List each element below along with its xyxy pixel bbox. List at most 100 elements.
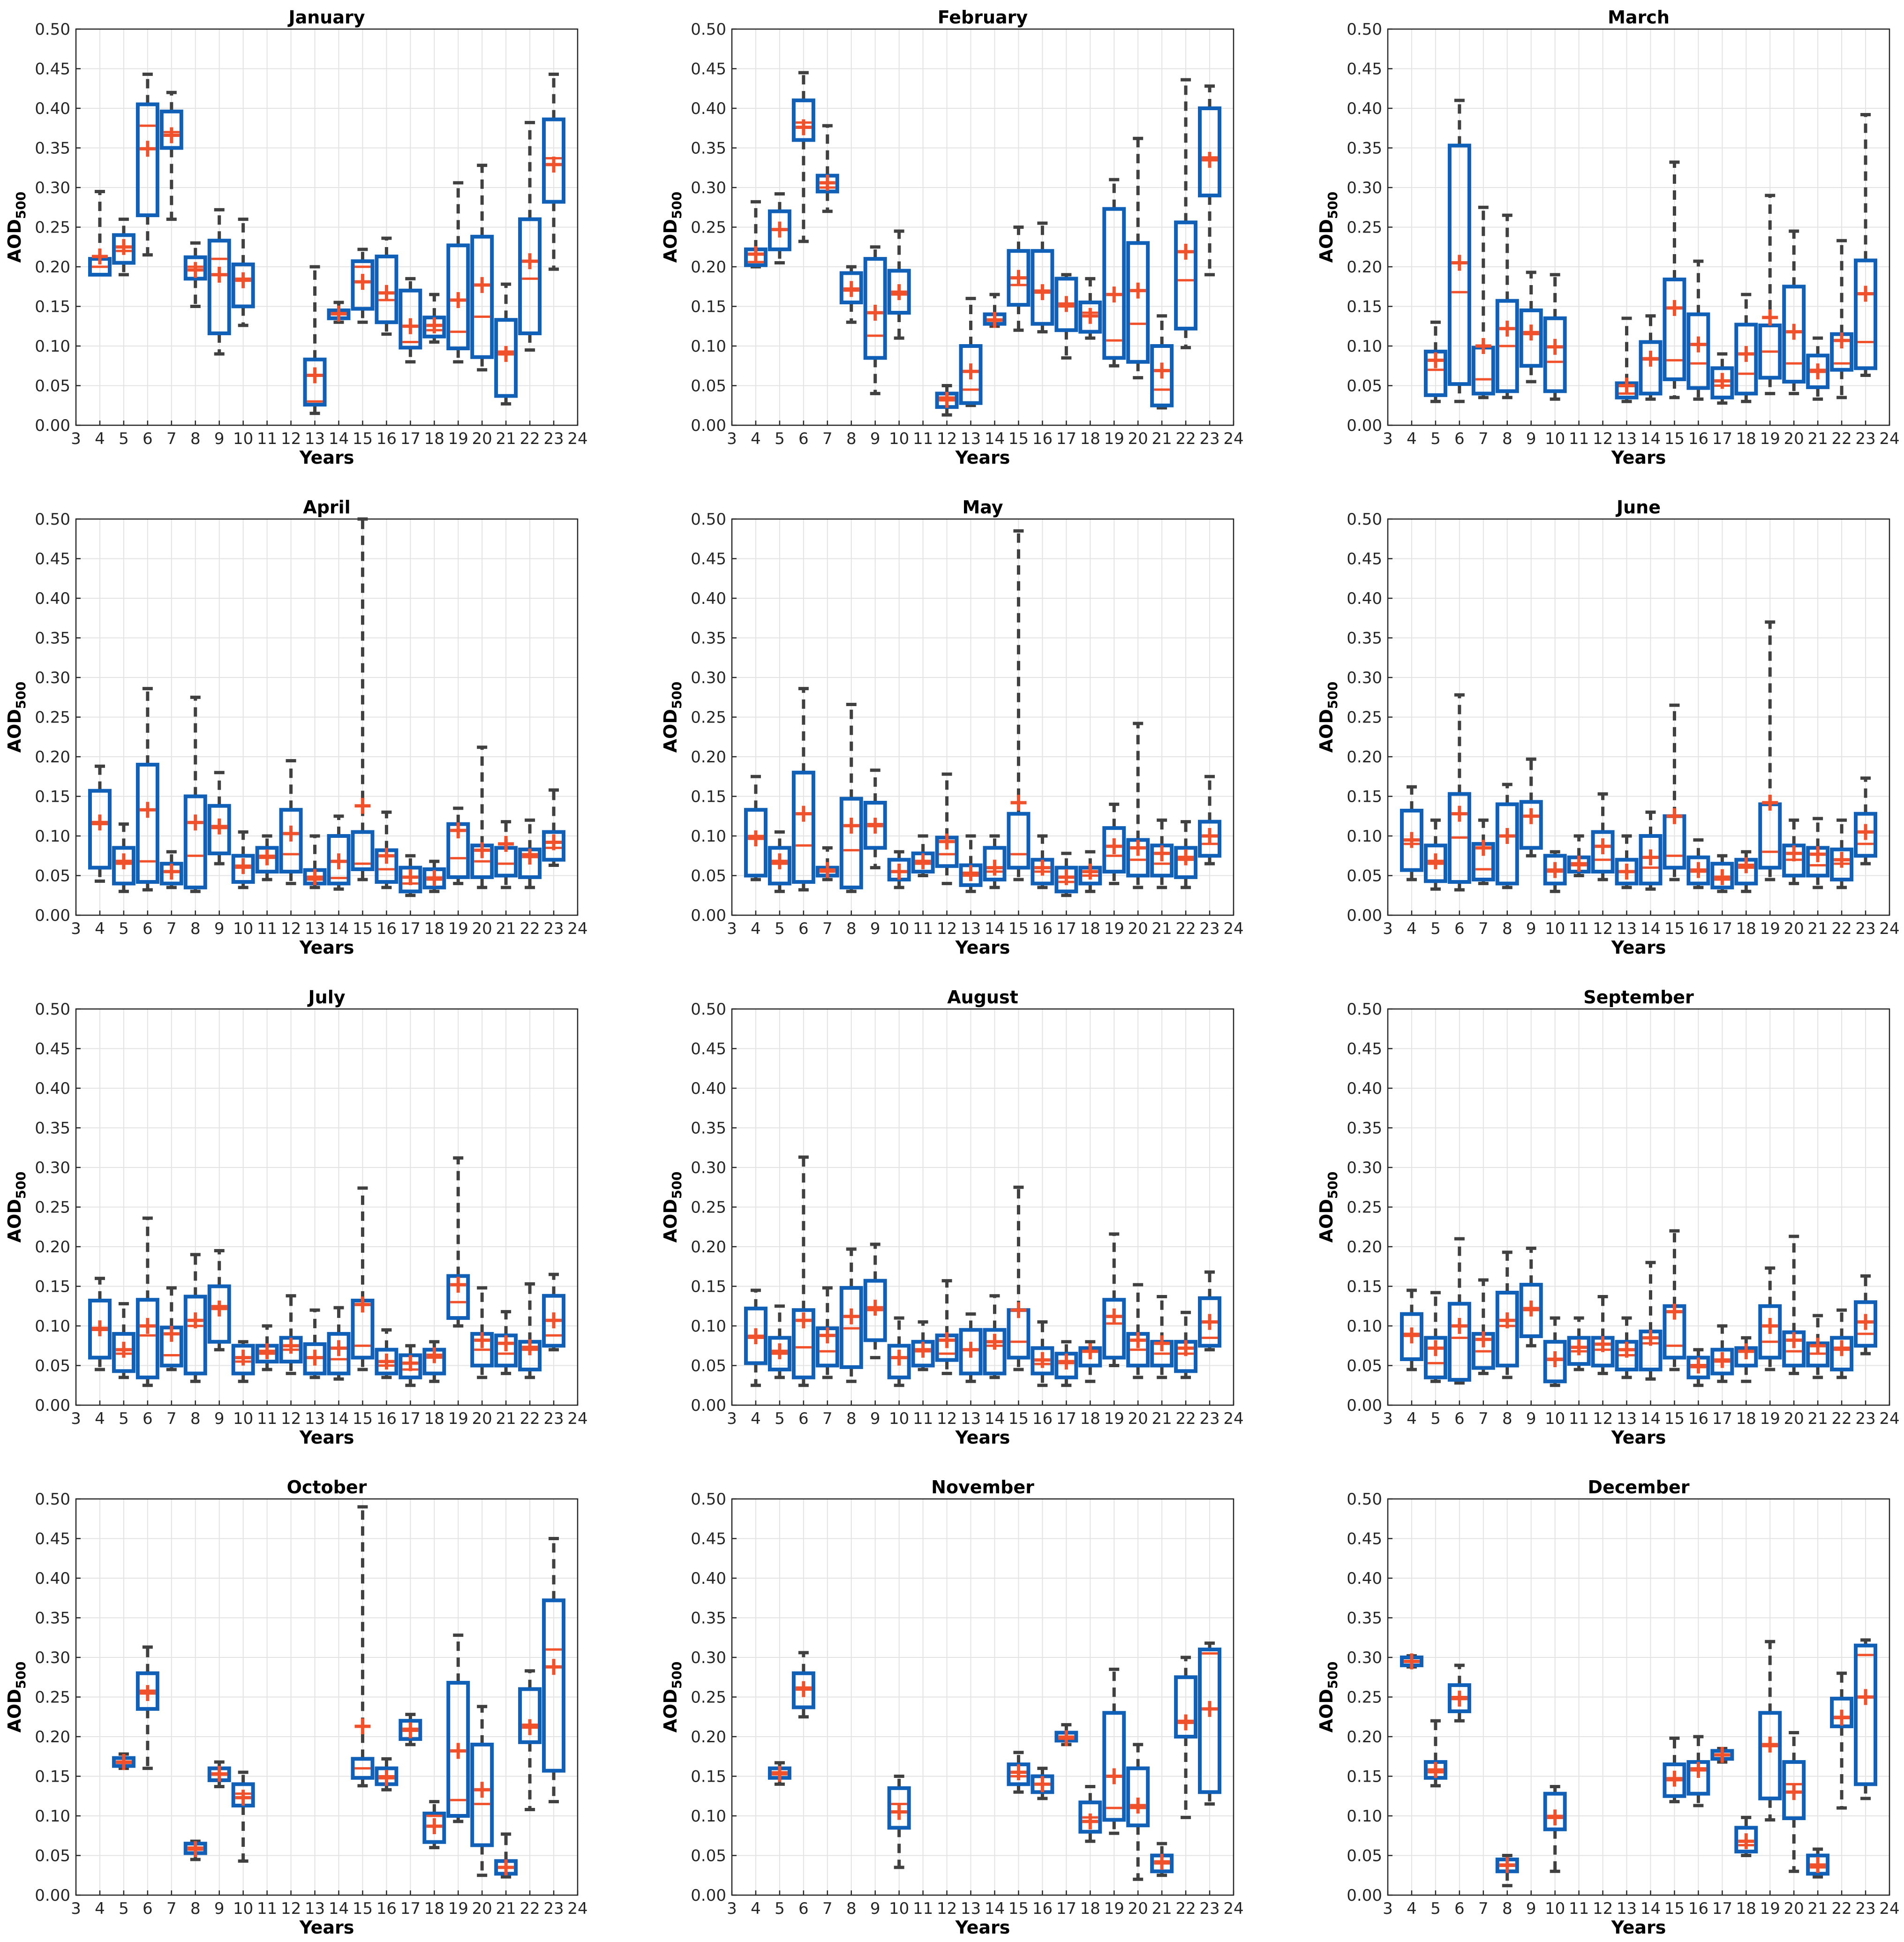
box-year-23 (542, 1272, 566, 1352)
x-tick-label: 4 (751, 1899, 761, 1918)
box-year-12 (279, 1294, 303, 1375)
box-year-8 (183, 1839, 207, 1861)
x-tick-label: 23 (543, 919, 564, 938)
box-year-15 (1663, 1736, 1686, 1804)
box-year-15 (1007, 1185, 1031, 1371)
box-year-14 (1639, 1261, 1663, 1381)
x-tick-label: 16 (376, 1409, 397, 1428)
x-tick-label: 24 (1879, 919, 1899, 938)
box-year-6 (135, 1216, 159, 1387)
x-tick-label: 3 (71, 919, 81, 938)
gridlines (731, 1009, 1234, 1406)
box-year-20 (1782, 229, 1806, 395)
y-axis-label: AOD500 (1316, 682, 1340, 753)
iqr-box (1423, 349, 1447, 397)
y-tick-label: 0.20 (35, 258, 70, 277)
iqr-box (1567, 1336, 1591, 1366)
box-year-18 (422, 1800, 446, 1850)
y-tick-label: 0.25 (691, 1688, 726, 1707)
y-tick-label: 0.35 (691, 629, 726, 648)
iqr-box (839, 797, 863, 889)
x-tick-label: 5 (775, 1899, 785, 1918)
y-tick-label: 0.00 (1347, 1886, 1382, 1905)
x-tick-label: 6 (143, 1899, 153, 1918)
y-tick-label: 0.30 (35, 1159, 70, 1177)
x-tick-label: 8 (846, 919, 857, 938)
y-tick-label: 0.25 (691, 218, 726, 237)
chart-panel-may: 3 4 5 6 7 8 9 10 11 12 13 14 15 16 17 18 19 20 21 22 23 24 0.0… (660, 497, 1244, 958)
box-year-14 (1639, 810, 1663, 891)
x-tick-label: 17 (1712, 1899, 1732, 1918)
x-tick-label: 5 (1430, 1409, 1441, 1428)
box-year-11 (1567, 1316, 1591, 1371)
x-tick-label: 4 (95, 919, 105, 938)
x-tick-label: 9 (214, 1409, 225, 1428)
x-tick-label: 9 (1526, 429, 1536, 448)
x-tick-label: 12 (937, 429, 957, 448)
x-tick-label: 5 (119, 1409, 129, 1428)
x-tick-label: 19 (1104, 429, 1124, 448)
x-tick-label: 14 (329, 919, 349, 938)
box-year-23 (1854, 1638, 1878, 1800)
x-tick-label: 19 (1104, 1409, 1124, 1428)
box-year-5 (1423, 1719, 1447, 1788)
y-axis-label: AOD500 (660, 192, 685, 263)
box-year-14 (327, 814, 351, 891)
x-tick-label: 18 (1736, 429, 1756, 448)
y-tick-label: 0.30 (35, 179, 70, 197)
x-tick-label: 6 (143, 1409, 153, 1428)
gridlines (75, 29, 578, 426)
x-tick-label: 5 (775, 429, 785, 448)
box-year-18 (1078, 1340, 1102, 1383)
x-tick-label: 14 (329, 1899, 349, 1918)
iqr-box (1126, 241, 1150, 364)
x-tick-label: 18 (1736, 1899, 1756, 1918)
x-tick-label: 8 (190, 919, 201, 938)
x-tick-label: 7 (166, 1409, 177, 1428)
y-tick-label: 0.05 (691, 867, 726, 886)
x-tick-label: 13 (1617, 919, 1637, 938)
x-tick-label: 13 (305, 429, 325, 448)
box-year-19 (1102, 802, 1126, 885)
iqr-box (279, 808, 303, 874)
box-year-10 (231, 218, 255, 327)
x-tick-label: 8 (1502, 919, 1513, 938)
iqr-box (207, 239, 231, 335)
x-tick-label: 9 (1526, 1409, 1536, 1428)
y-tick-label: 0.10 (35, 337, 70, 356)
x-tick-label: 17 (1056, 429, 1076, 448)
box-year-8 (183, 695, 207, 893)
x-tick-label: 14 (985, 1409, 1005, 1428)
y-tick-label: 0.35 (1347, 1609, 1382, 1628)
x-tick-label: 22 (519, 919, 540, 938)
x-tick-label: 9 (870, 919, 881, 938)
box-year-16 (1031, 221, 1054, 334)
x-tick-label: 10 (889, 1899, 909, 1918)
y-tick-label: 0.00 (1347, 906, 1382, 925)
box-year-22 (518, 120, 542, 352)
y-tick-label: 0.50 (691, 1000, 726, 1019)
box-year-5 (112, 1752, 135, 1770)
x-tick-label: 15 (1664, 1409, 1685, 1428)
x-tick-label: 14 (985, 429, 1005, 448)
x-tick-label: 6 (798, 1409, 809, 1428)
y-tick-label: 0.45 (35, 1040, 70, 1059)
x-tick-label: 12 (937, 1899, 957, 1918)
x-tick-label: 23 (543, 429, 564, 448)
y-tick-label: 0.40 (1347, 589, 1382, 608)
chart-title: June (1615, 497, 1661, 518)
box-year-4 (744, 1288, 768, 1387)
iqr-box (1830, 847, 1854, 881)
chart-panel-june: 3 4 5 6 7 8 9 10 11 12 13 14 15 16 17 18 19 20 21 22 23 24 0.0… (1316, 497, 1900, 958)
gridlines (75, 1009, 578, 1406)
x-tick-label: 18 (424, 919, 444, 938)
x-tick-label: 22 (519, 1409, 540, 1428)
y-tick-label: 0.20 (35, 748, 70, 767)
x-tick-label: 21 (1152, 1409, 1172, 1428)
y-axis-label: AOD500 (660, 1662, 685, 1733)
x-tick-label: 21 (496, 429, 516, 448)
box-year-15 (351, 1186, 375, 1371)
x-tick-label: 11 (1569, 1899, 1589, 1918)
chart-panel-april: 3 4 5 6 7 8 9 10 11 12 13 14 15 16 17 18 19 20 21 22 23 24 0.0… (4, 497, 588, 958)
iqr-box (112, 1332, 135, 1373)
